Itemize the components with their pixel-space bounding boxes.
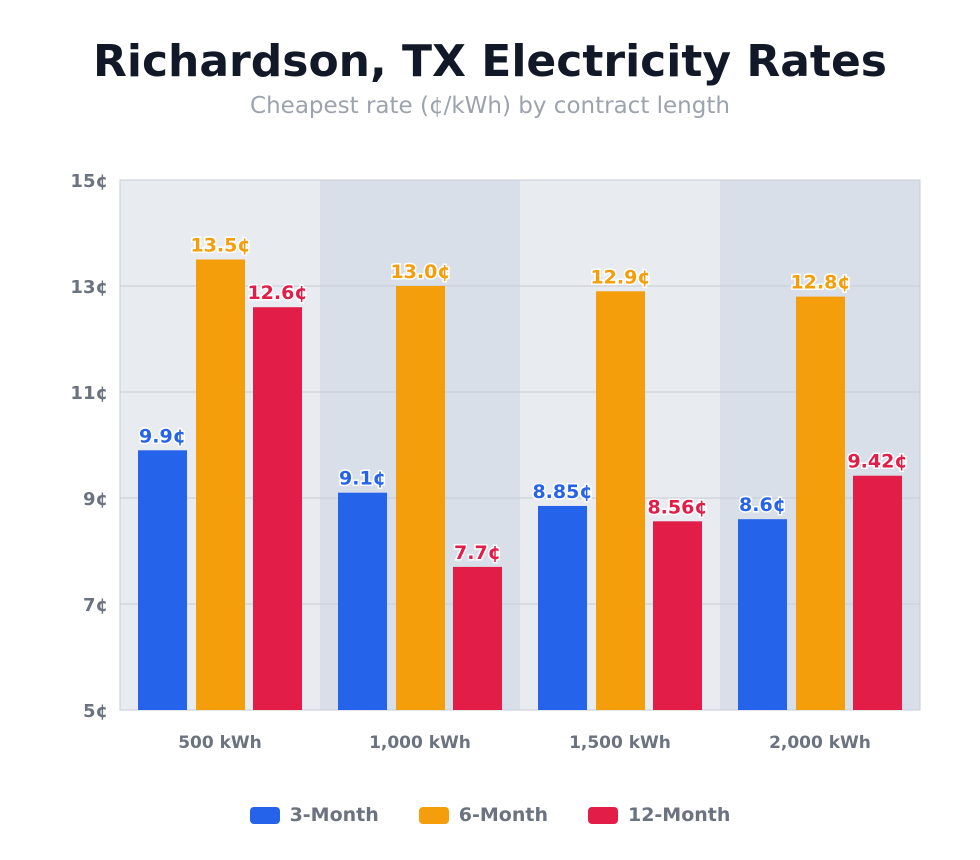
bar-6-month	[196, 259, 245, 710]
legend-swatch	[249, 806, 280, 824]
x-tick-label: 1,500 kWh	[569, 733, 671, 753]
data-label: 12.6¢	[247, 282, 307, 304]
legend-label: 3-Month	[289, 804, 379, 826]
bar-3-month	[738, 519, 787, 710]
bar-3-month	[338, 492, 387, 710]
data-label: 9.9¢	[139, 425, 186, 447]
data-label: 9.42¢	[847, 451, 907, 473]
legend-label: 6-Month	[458, 804, 548, 826]
bar-12-month	[253, 307, 302, 710]
bar-12-month	[853, 475, 902, 710]
legend-label: 12-Month	[627, 804, 731, 826]
bar-12-month	[453, 566, 502, 710]
legend-item-3-month: 3-Month	[249, 804, 379, 826]
y-tick-label: 9¢	[83, 489, 108, 510]
bar-3-month	[138, 450, 187, 710]
bar-3-month	[538, 505, 587, 710]
bar-6-month	[796, 296, 845, 710]
data-label: 8.85¢	[532, 481, 592, 503]
data-label: 9.1¢	[339, 468, 386, 490]
legend-swatch	[587, 806, 618, 824]
legend-swatch	[418, 806, 449, 824]
y-tick-label: 5¢	[83, 701, 108, 722]
y-tick-label: 13¢	[70, 277, 108, 298]
data-label: 13.5¢	[190, 235, 250, 257]
bar-6-month	[596, 291, 645, 710]
legend: 3-Month 6-Month 12-Month	[0, 804, 980, 826]
x-tick-label: 500 kWh	[178, 733, 262, 753]
chart-subtitle: Cheapest rate (¢/kWh) by contract length	[250, 93, 730, 119]
bar-6-month	[396, 286, 445, 710]
bar-12-month	[653, 521, 702, 710]
data-label: 8.56¢	[647, 496, 707, 518]
y-tick-label: 15¢	[70, 171, 108, 192]
y-tick-label: 7¢	[83, 595, 108, 616]
data-label: 8.6¢	[739, 494, 786, 516]
chart-title: Richardson, TX Electricity Rates	[93, 36, 887, 87]
data-label: 12.9¢	[590, 266, 650, 288]
x-tick-label: 1,000 kWh	[369, 733, 471, 753]
legend-item-6-month: 6-Month	[418, 804, 548, 826]
data-label: 13.0¢	[390, 261, 450, 283]
legend-item-12-month: 12-Month	[587, 804, 731, 826]
data-label: 12.8¢	[790, 272, 850, 294]
y-tick-label: 11¢	[70, 383, 108, 404]
data-label: 7.7¢	[454, 542, 501, 564]
plot-border	[119, 179, 921, 711]
x-tick-label: 2,000 kWh	[769, 733, 871, 753]
